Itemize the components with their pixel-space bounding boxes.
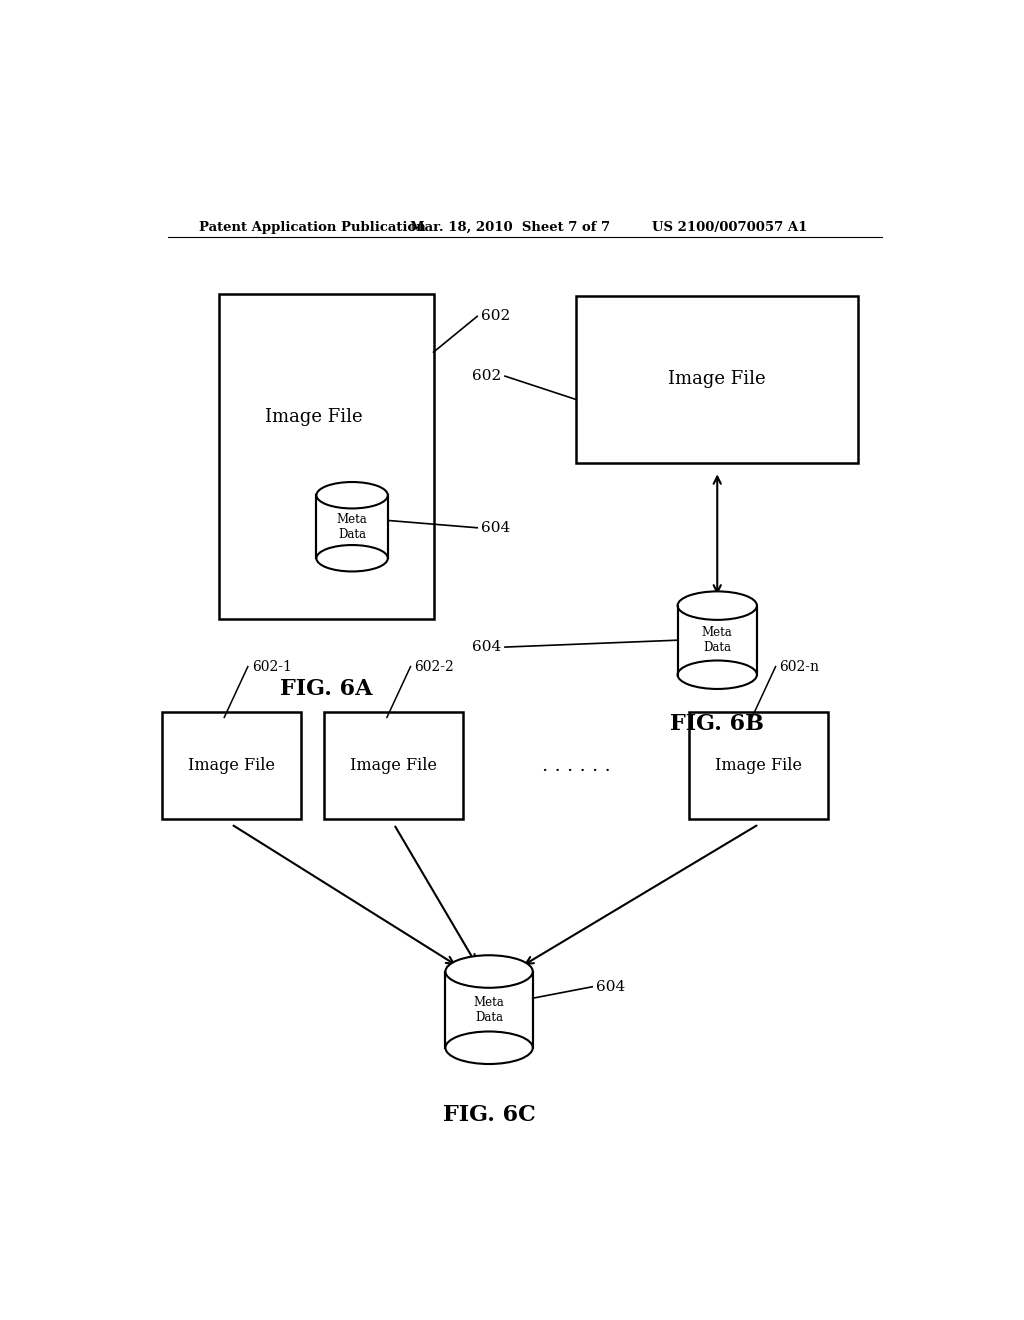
Text: US 2100/0070057 A1: US 2100/0070057 A1 (652, 220, 807, 234)
Text: 602-n: 602-n (779, 660, 819, 673)
FancyBboxPatch shape (316, 495, 388, 558)
Ellipse shape (316, 545, 388, 572)
Text: 602-2: 602-2 (415, 660, 455, 673)
Text: 604: 604 (481, 521, 510, 535)
Text: 602-1: 602-1 (252, 660, 292, 673)
Text: 602: 602 (481, 309, 510, 323)
FancyBboxPatch shape (678, 606, 757, 675)
Text: FIG. 6C: FIG. 6C (442, 1104, 536, 1126)
Text: 602: 602 (472, 370, 501, 383)
FancyBboxPatch shape (219, 293, 433, 619)
FancyBboxPatch shape (162, 713, 301, 818)
Text: Mar. 18, 2010  Sheet 7 of 7: Mar. 18, 2010 Sheet 7 of 7 (410, 220, 610, 234)
Text: 604: 604 (596, 979, 626, 994)
FancyBboxPatch shape (577, 296, 858, 463)
Text: . . . . . .: . . . . . . (542, 756, 610, 775)
Text: Image File: Image File (669, 371, 766, 388)
Ellipse shape (445, 956, 532, 987)
Text: Image File: Image File (187, 758, 274, 775)
Text: Meta
Data: Meta Data (701, 626, 732, 655)
FancyBboxPatch shape (325, 713, 463, 818)
FancyBboxPatch shape (445, 972, 532, 1048)
Text: Image File: Image File (716, 758, 803, 775)
Ellipse shape (316, 482, 388, 508)
Ellipse shape (445, 1031, 532, 1064)
Text: Image File: Image File (265, 408, 362, 426)
Text: Meta
Data: Meta Data (474, 995, 505, 1023)
Text: Image File: Image File (350, 758, 437, 775)
Text: Patent Application Publication: Patent Application Publication (200, 220, 426, 234)
Text: FIG. 6B: FIG. 6B (671, 713, 764, 735)
Text: Meta
Data: Meta Data (337, 512, 368, 541)
Ellipse shape (678, 591, 757, 620)
Text: FIG. 6A: FIG. 6A (281, 677, 373, 700)
Text: 604: 604 (472, 640, 501, 655)
Ellipse shape (678, 660, 757, 689)
FancyBboxPatch shape (689, 713, 828, 818)
